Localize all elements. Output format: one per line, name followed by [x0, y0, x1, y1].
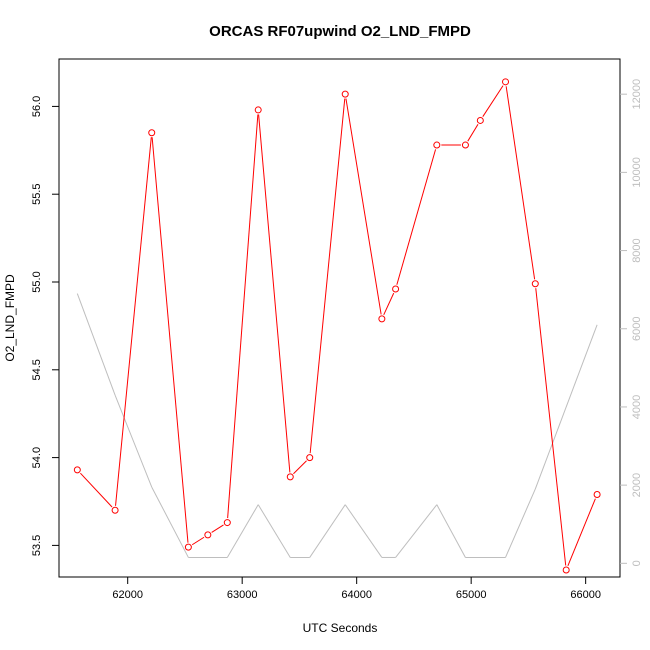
series-segment	[535, 288, 567, 566]
x-tick-label: 62000	[112, 589, 143, 601]
series-segment	[534, 324, 598, 490]
series-layer	[73, 78, 601, 574]
data-point	[306, 454, 314, 462]
series-segment	[211, 524, 224, 533]
y2-tick-label: 6000	[631, 317, 643, 341]
y-tick-label: 54.0	[31, 447, 43, 468]
chart-title: ORCAS RF07upwind O2_LND_FMPD	[209, 23, 471, 40]
series-segment	[114, 395, 153, 488]
series-segment	[80, 472, 113, 508]
y-axis-right: 0 2000 4000 6000 8000 10000 12000	[620, 79, 643, 566]
series-right-axis	[76, 293, 598, 558]
y-tick-label: 56.0	[31, 96, 43, 117]
data-point	[392, 285, 400, 293]
series-segment	[505, 488, 536, 558]
data-point	[223, 519, 231, 527]
series-segment	[344, 504, 383, 558]
series-segment	[436, 504, 466, 558]
series-segment	[467, 124, 479, 142]
y-tick-label: 53.5	[31, 535, 43, 556]
x-tick-label: 63000	[227, 589, 258, 601]
x-tick-label: 65000	[456, 589, 487, 601]
series-segment	[151, 137, 189, 543]
y2-tick-label: 12000	[631, 79, 643, 110]
series-segment	[293, 460, 307, 475]
series-segment	[396, 149, 437, 285]
series-segment	[257, 504, 291, 558]
data-point	[73, 466, 81, 474]
series-segment	[226, 504, 259, 558]
series-segment	[567, 498, 596, 567]
series-segment	[505, 86, 536, 280]
data-point	[254, 106, 262, 114]
data-point	[378, 315, 386, 323]
series-segment	[309, 98, 346, 454]
y2-tick-label: 0	[631, 560, 643, 566]
y2-tick-label: 8000	[631, 238, 643, 262]
y-axis-label: O2_LND_FMPD	[3, 274, 17, 362]
series-segment	[395, 504, 438, 558]
data-point	[461, 141, 469, 149]
y2-tick-label: 10000	[631, 157, 643, 188]
series-segment	[191, 536, 205, 546]
data-point	[184, 543, 192, 551]
series-segment	[383, 292, 395, 315]
series-segment	[76, 293, 116, 396]
data-point	[476, 116, 484, 124]
plot-frame	[58, 58, 621, 578]
series-segment	[345, 98, 382, 315]
x-axis: 62000 63000 64000 65000 66000	[112, 577, 601, 601]
data-point	[593, 490, 601, 498]
y-axis-left: 53.5 54.0 54.5 55.0 55.5 56.0	[31, 96, 59, 556]
series-segment	[227, 114, 259, 519]
data-point	[562, 566, 570, 574]
y-tick-label: 54.5	[31, 359, 43, 380]
y2-tick-label: 2000	[631, 473, 643, 497]
x-tick-label: 66000	[570, 589, 601, 601]
series-left-axis	[73, 78, 601, 574]
x-axis-label: UTC Seconds	[303, 621, 378, 635]
data-point	[111, 506, 119, 514]
data-point	[341, 90, 349, 98]
y2-tick-label: 4000	[631, 395, 643, 419]
data-point	[433, 141, 441, 149]
x-tick-label: 64000	[341, 589, 372, 601]
series-segment	[115, 137, 152, 506]
series-segment	[482, 85, 504, 117]
data-point	[148, 129, 156, 137]
data-point	[204, 531, 212, 539]
series-segment	[309, 504, 346, 558]
data-point	[531, 280, 539, 288]
data-point	[286, 473, 294, 481]
y-tick-label: 55.5	[31, 183, 43, 204]
data-point	[502, 78, 510, 86]
series-segment	[151, 486, 189, 558]
series-segment	[258, 114, 291, 473]
y-tick-label: 55.0	[31, 271, 43, 292]
